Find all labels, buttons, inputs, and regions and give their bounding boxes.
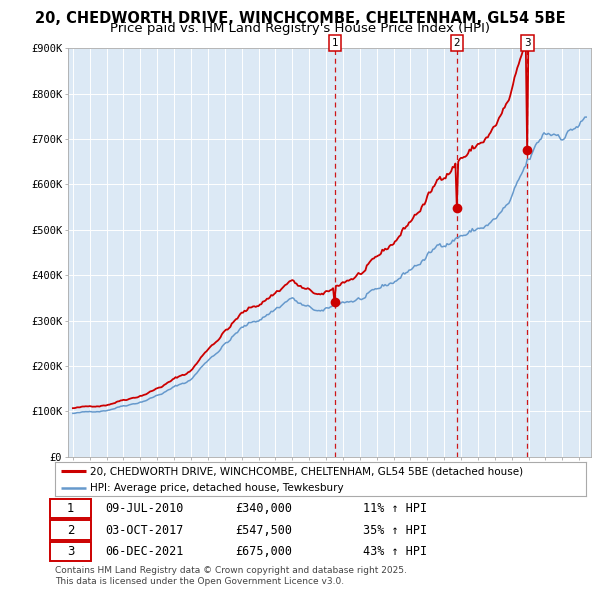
- Text: Contains HM Land Registry data © Crown copyright and database right 2025.: Contains HM Land Registry data © Crown c…: [55, 566, 407, 575]
- Text: 06-DEC-2021: 06-DEC-2021: [106, 545, 184, 558]
- Text: £675,000: £675,000: [236, 545, 293, 558]
- Text: 1: 1: [331, 38, 338, 48]
- Text: £547,500: £547,500: [236, 523, 293, 537]
- Text: 2: 2: [454, 38, 460, 48]
- Text: 43% ↑ HPI: 43% ↑ HPI: [363, 545, 427, 558]
- Text: 35% ↑ HPI: 35% ↑ HPI: [363, 523, 427, 537]
- Text: 03-OCT-2017: 03-OCT-2017: [106, 523, 184, 537]
- FancyBboxPatch shape: [50, 499, 91, 519]
- Text: 11% ↑ HPI: 11% ↑ HPI: [363, 502, 427, 515]
- FancyBboxPatch shape: [50, 542, 91, 561]
- Text: £340,000: £340,000: [236, 502, 293, 515]
- Text: 20, CHEDWORTH DRIVE, WINCHCOMBE, CHELTENHAM, GL54 5BE (detached house): 20, CHEDWORTH DRIVE, WINCHCOMBE, CHELTEN…: [90, 466, 523, 476]
- FancyBboxPatch shape: [50, 520, 91, 540]
- Text: Price paid vs. HM Land Registry's House Price Index (HPI): Price paid vs. HM Land Registry's House …: [110, 22, 490, 35]
- Text: 20, CHEDWORTH DRIVE, WINCHCOMBE, CHELTENHAM, GL54 5BE: 20, CHEDWORTH DRIVE, WINCHCOMBE, CHELTEN…: [35, 11, 565, 25]
- Text: HPI: Average price, detached house, Tewkesbury: HPI: Average price, detached house, Tewk…: [90, 483, 343, 493]
- Text: 3: 3: [524, 38, 530, 48]
- Text: 1: 1: [67, 502, 74, 515]
- Text: 3: 3: [67, 545, 74, 558]
- Text: 2: 2: [67, 523, 74, 537]
- Text: This data is licensed under the Open Government Licence v3.0.: This data is licensed under the Open Gov…: [55, 577, 344, 586]
- Text: 09-JUL-2010: 09-JUL-2010: [106, 502, 184, 515]
